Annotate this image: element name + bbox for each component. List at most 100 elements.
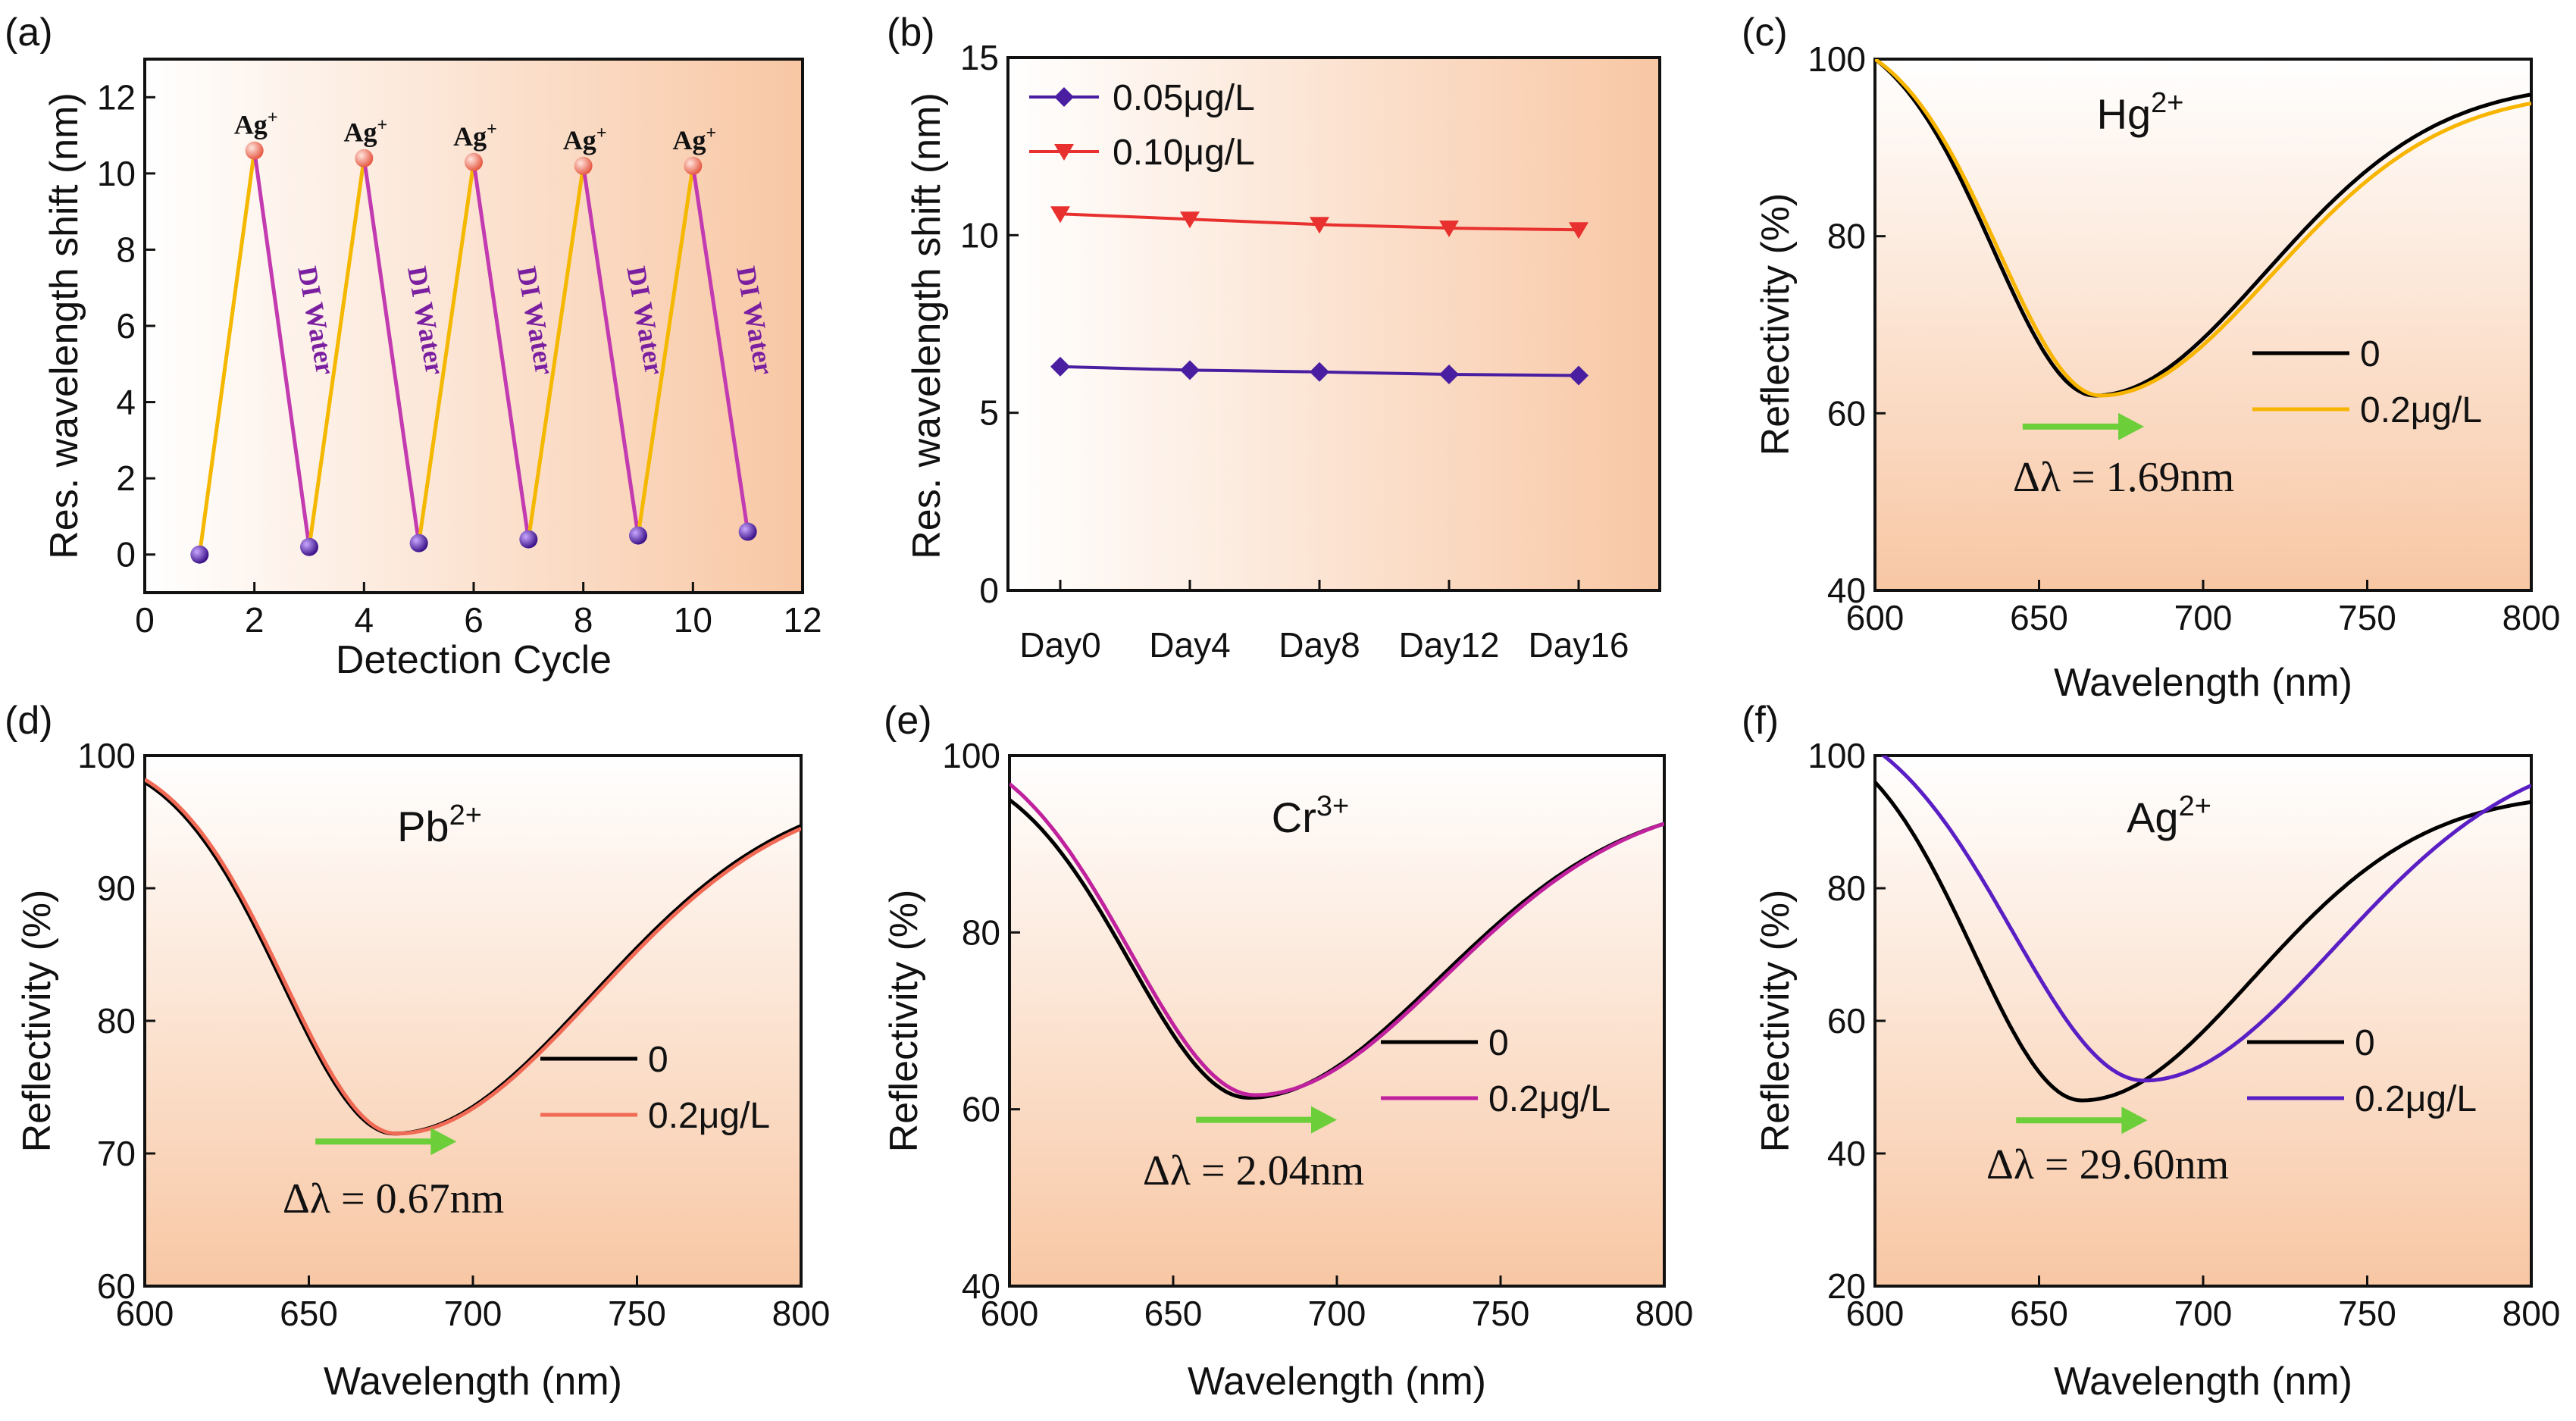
- ag-label: Ag+: [563, 124, 607, 155]
- x-tick-label: Day16: [1529, 625, 1629, 665]
- peak-point: [684, 156, 703, 175]
- series-point-1: [1569, 222, 1588, 239]
- y-tick-label: 40: [962, 1266, 1000, 1306]
- y-tick-label: 5: [979, 393, 999, 433]
- y-tick-label: 10: [97, 154, 136, 193]
- x-tick-label: Day8: [1279, 625, 1360, 665]
- series-point-0: [1180, 360, 1200, 380]
- peak-point: [574, 156, 593, 175]
- x-tick-label: 800: [2502, 598, 2561, 637]
- legend-label: 0.2μg/L: [1488, 1079, 1610, 1119]
- x-tick-label: 750: [2338, 598, 2396, 637]
- y-tick-label: 100: [77, 736, 136, 775]
- panel-e-label: (e): [884, 699, 932, 743]
- x-tick-label: 800: [1635, 1294, 1694, 1333]
- panel-f-ticks: 600 650 700 750 800 20 40 60 80 100: [1808, 736, 2560, 1333]
- panel-c-ticks: 600 650 700 750 800 40 60 80 100: [1808, 39, 2560, 637]
- series-point-1: [1180, 211, 1200, 229]
- base-point: [190, 545, 209, 564]
- x-tick-label: 600: [1846, 1294, 1905, 1333]
- series-curve-1: [1009, 782, 1664, 1097]
- fall-segment: [690, 165, 750, 532]
- y-tick-label: 15: [960, 38, 999, 77]
- peak-point: [355, 149, 374, 167]
- series-curve-0: [1875, 781, 2531, 1103]
- y-tick-label: 80: [97, 1001, 136, 1041]
- y-tick-label: 100: [1808, 39, 1866, 79]
- y-tick-label: 40: [1827, 1134, 1866, 1173]
- panel-c: (c) 600 650 700 750 800 40 60 80 100 0 0.2μg/L Hg…: [1742, 11, 2560, 705]
- x-tick-label: 10: [674, 600, 712, 640]
- shift-arrow-head: [1311, 1106, 1337, 1134]
- base-point: [409, 534, 428, 552]
- legend-marker: [1054, 144, 1074, 161]
- shift-label: Δλ = 2.04nm: [1143, 1147, 1364, 1194]
- y-tick-label: 90: [97, 869, 136, 908]
- panel-f-label: (f): [1742, 699, 1779, 743]
- shift-arrow-head: [2118, 412, 2145, 440]
- x-tick-label: 750: [608, 1294, 666, 1333]
- x-tick-label: 12: [783, 600, 822, 640]
- panel-c-legend: 0 0.2μg/L: [2252, 334, 2482, 430]
- x-tick-label: 600: [1846, 598, 1905, 637]
- y-tick-label: 100: [1808, 736, 1866, 775]
- panel-a-label: (a): [5, 11, 53, 55]
- panel-c-curves: [1875, 59, 2531, 398]
- legend-label: 0: [1488, 1023, 1509, 1063]
- panel-b-markers: [1050, 206, 1588, 386]
- x-tick-label: Day0: [1019, 625, 1100, 665]
- y-tick-label: 0: [116, 535, 136, 574]
- y-tick-label: 60: [97, 1266, 136, 1306]
- panel-e-ticks: 600 650 700 750 800 40 60 80 100: [942, 736, 1693, 1333]
- panel-b-label: (b): [887, 11, 935, 55]
- y-tick-label: 10: [960, 215, 999, 255]
- panel-e-legend: 0 0.2μg/L: [1381, 1023, 1610, 1119]
- base-point: [300, 537, 318, 556]
- legend-label: 0: [648, 1040, 668, 1080]
- x-tick-label: 600: [116, 1294, 174, 1333]
- peak-point: [465, 152, 483, 171]
- series-point-0: [1310, 362, 1329, 382]
- y-tick-label: 4: [116, 383, 136, 422]
- panel-f-xlabel: Wavelength (nm): [2054, 1360, 2352, 1404]
- series-curve-1: [145, 778, 801, 1136]
- panel-d-label: (d): [5, 699, 53, 743]
- y-tick-label: 40: [1827, 571, 1866, 610]
- panel-a-xlabel: Detection Cycle: [336, 638, 612, 682]
- y-tick-label: 20: [1827, 1266, 1866, 1306]
- x-tick-label: Day12: [1399, 625, 1500, 665]
- panel-b: (b) Day0 Day4 Day8 Day12 Day16 0 5 10 15 0.05μg/…: [887, 11, 1661, 665]
- panel-e-xlabel: Wavelength (nm): [1188, 1360, 1486, 1404]
- y-tick-label: 80: [1827, 217, 1866, 256]
- panel-e-curves: [1009, 782, 1664, 1100]
- panel-e-plot-area: [1008, 754, 1666, 1288]
- panel-d-xlabel: Wavelength (nm): [324, 1360, 622, 1404]
- base-point: [629, 526, 647, 545]
- y-tick-label: 60: [962, 1090, 1000, 1129]
- legend-label: 0.10μg/L: [1113, 133, 1255, 173]
- panel-c-xlabel: Wavelength (nm): [2054, 661, 2352, 705]
- fall-segment: [581, 165, 640, 536]
- rise-segment: [636, 165, 695, 536]
- fall-segment: [362, 158, 421, 543]
- y-tick-label: 6: [116, 306, 136, 346]
- series-curve-1: [1880, 756, 2531, 1083]
- panel-c-ylabel: Reflectivity (%): [1754, 193, 1798, 456]
- fall-segment: [252, 150, 311, 547]
- x-tick-label: 650: [2010, 598, 2068, 637]
- x-tick-label: 700: [2174, 598, 2233, 637]
- panel-e: (e) 600 650 700 750 800 40 60 80 100 0 0.2μg/L Cr…: [882, 699, 1693, 1404]
- series-point-0: [1569, 365, 1588, 386]
- panel-b-ylabel: Res. wavelength shift (nm): [905, 92, 949, 559]
- x-tick-label: 650: [1144, 1294, 1203, 1333]
- panel-c-plot-area: [1873, 58, 2533, 592]
- shift-arrow-head: [2121, 1106, 2148, 1135]
- panel-f-annotation: Ag2+Δλ = 29.60nm: [1986, 790, 2229, 1188]
- x-tick-label: 650: [2010, 1294, 2068, 1333]
- panel-a-markers: [190, 141, 757, 564]
- x-tick-label: 4: [355, 600, 374, 640]
- legend-label: 0.2μg/L: [648, 1096, 770, 1136]
- x-tick-label: 2: [245, 600, 264, 640]
